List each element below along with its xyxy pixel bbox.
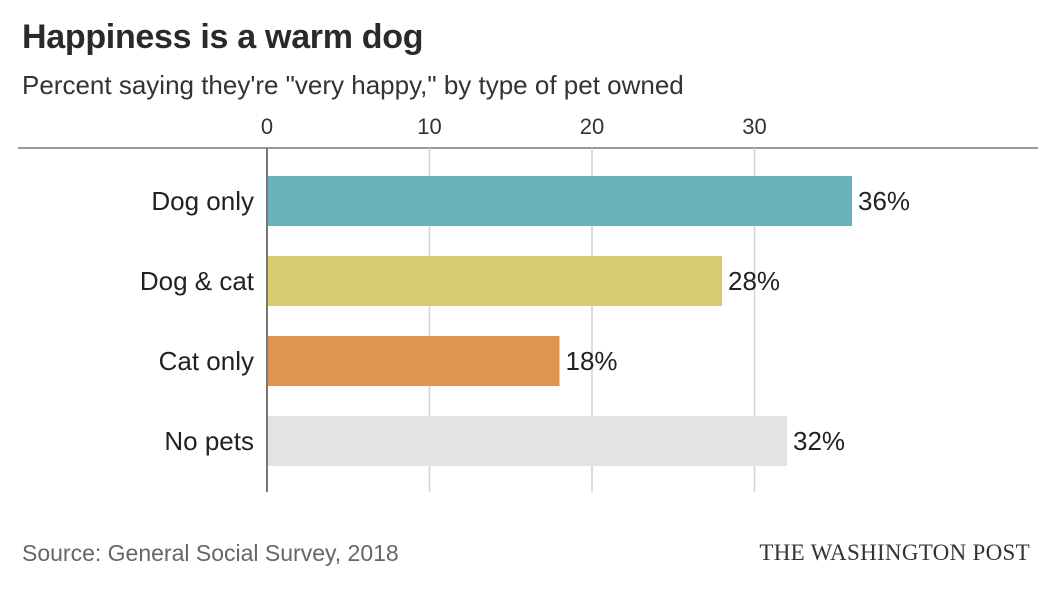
category-label: Cat only <box>159 346 254 376</box>
x-tick-label: 10 <box>417 114 441 139</box>
category-label: Dog & cat <box>140 266 255 296</box>
value-label: 28% <box>728 266 780 296</box>
publisher-credit: THE WASHINGTON POST <box>759 540 1030 565</box>
value-label: 32% <box>793 426 845 456</box>
x-tick-label: 30 <box>742 114 766 139</box>
chart-subtitle: Percent saying they're "very happy," by … <box>22 70 684 100</box>
bar-no-pets <box>267 416 787 466</box>
value-label: 36% <box>858 186 910 216</box>
category-label: No pets <box>164 426 254 456</box>
bar-dog-only <box>267 176 852 226</box>
bar-dog-cat <box>267 256 722 306</box>
chart-title: Happiness is a warm dog <box>22 18 424 56</box>
value-label: 18% <box>566 346 618 376</box>
category-label: Dog only <box>151 186 254 216</box>
x-tick-label: 0 <box>261 114 273 139</box>
x-tick-label: 20 <box>580 114 604 139</box>
bar-cat-only <box>267 336 560 386</box>
source-note: Source: General Social Survey, 2018 <box>22 540 399 566</box>
